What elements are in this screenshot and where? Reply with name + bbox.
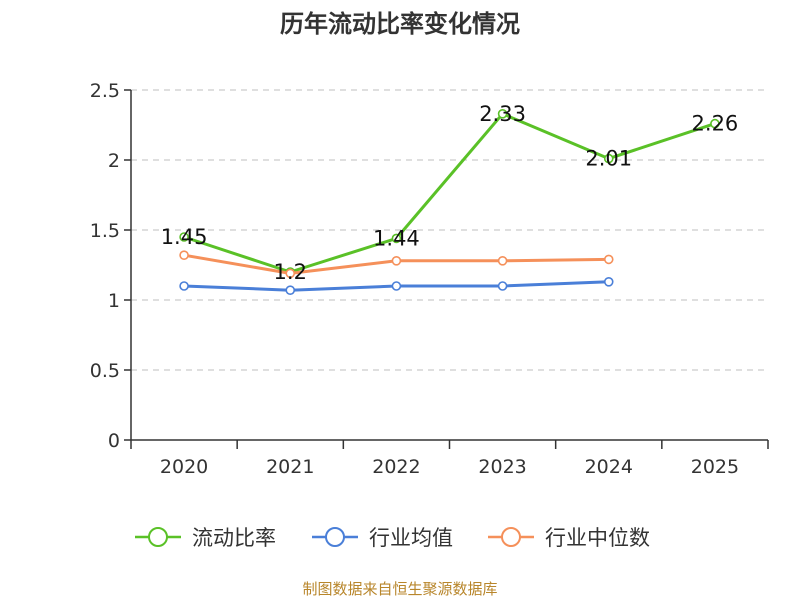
x-tick-label: 2022: [372, 456, 420, 478]
data-point: [285, 268, 296, 279]
data-label: 2.33: [479, 102, 526, 126]
data-point: [285, 285, 296, 296]
legend-label: 流动比率: [192, 526, 276, 550]
data-point: [391, 255, 402, 266]
data-point: [603, 153, 614, 164]
data-point: [179, 250, 189, 260]
data-label: 2.01: [585, 147, 632, 171]
data-point: [603, 276, 614, 287]
data-point: [710, 118, 720, 129]
y-tick-label: 0: [108, 430, 120, 452]
legend-item-1[interactable]: 行业均值: [312, 526, 453, 550]
x-tick-label: 2025: [691, 456, 739, 478]
legend-label: 行业均值: [369, 526, 453, 550]
data-label: 1.2: [274, 260, 307, 284]
legend-marker: [501, 527, 521, 547]
legend[interactable]: 流动比率 行业均值 行业中位数: [135, 526, 650, 550]
data-point: [179, 232, 189, 242]
chart-title: 历年流动比率变化情况: [280, 10, 520, 38]
grid-lines: [131, 89, 768, 371]
x-tick-label: 2021: [266, 456, 314, 478]
data-labels: 1.45 1.2 1.44 2.33 2.01 2.26: [161, 102, 739, 284]
source-note: 制图数据来自恒生聚源数据库: [302, 580, 498, 598]
data-point: [603, 254, 614, 265]
y-tick-label: 0.5: [90, 360, 120, 382]
legend-marker: [148, 527, 168, 547]
x-tick-label: 2020: [160, 456, 208, 478]
data-label: 2.26: [692, 112, 739, 136]
data-point: [497, 281, 508, 291]
y-tick-label: 1.5: [90, 220, 120, 242]
data-point: [497, 255, 508, 266]
data-point: [391, 233, 402, 244]
data-point: [497, 109, 508, 119]
axes: 0 0.5 1 1.5 2 2.5 2020 2021 2022 2023 2024 2025: [90, 80, 769, 478]
legend-item-2[interactable]: 行业中位数: [488, 526, 650, 550]
series-line-0: [183, 112, 716, 274]
data-point: [391, 281, 402, 291]
y-tick-label: 1: [108, 290, 120, 312]
y-tick-label: 2: [108, 150, 120, 172]
x-tick-label: 2024: [585, 456, 633, 478]
data-label: 1.45: [161, 225, 208, 249]
legend-item-0[interactable]: 流动比率: [135, 526, 276, 550]
data-point: [179, 281, 189, 291]
series-layer: [179, 109, 720, 296]
x-tick-label: 2023: [478, 456, 526, 478]
y-tick-label: 2.5: [90, 80, 120, 102]
legend-marker: [325, 527, 345, 547]
data-label: 1.44: [373, 226, 420, 250]
legend-label: 行业中位数: [545, 526, 650, 550]
